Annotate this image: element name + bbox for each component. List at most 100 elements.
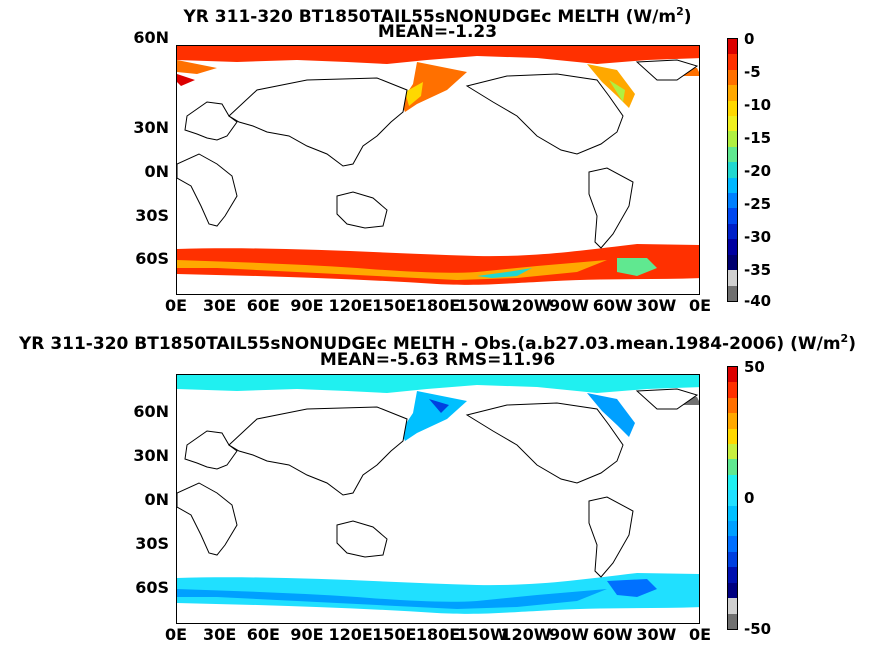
okhotsk-inner-field — [405, 82, 423, 106]
chart-1-lon-tick: 30W — [636, 296, 677, 315]
colorbar-swatch — [728, 459, 737, 475]
chart-1-cb-tick: -30 — [744, 228, 772, 246]
chart-1-cb-tick: 0 — [744, 30, 755, 48]
chart-1-lat-tick: 30N — [133, 118, 169, 137]
colorbar-swatch — [728, 521, 737, 537]
chart-1-lat-tick: 60N — [133, 28, 169, 47]
chart-1-lon-tick: 120W — [500, 296, 552, 315]
chart-2-lat-tick: 30N — [133, 446, 169, 465]
chart-1-cb-tick: -35 — [744, 261, 772, 279]
colorbar-swatch — [728, 131, 737, 147]
chart-1-colorbar — [727, 38, 738, 302]
norwegian-sea-field — [177, 60, 217, 74]
chart-2-lat-tick: 60N — [133, 402, 169, 421]
land-outlines — [177, 388, 699, 578]
chart-2-lon-tick: 120E — [328, 625, 373, 644]
colorbar-swatch — [728, 146, 737, 163]
chart-1-lon-tick: 150W — [456, 296, 508, 315]
chart-2-lon-tick: 90E — [290, 625, 324, 644]
chart-2-lat-tick: 30S — [135, 534, 169, 553]
chart-1-lon-tick: 120E — [328, 296, 373, 315]
chart-1-cb-tick: -10 — [744, 96, 772, 114]
colorbar-swatch — [728, 254, 737, 271]
colorbar-swatch — [728, 116, 737, 132]
chart-1-lon-tick: 60E — [246, 296, 280, 315]
colorbar-swatch — [728, 582, 737, 599]
chart-2-lon-tick: 60E — [246, 625, 280, 644]
colorbar-swatch — [728, 69, 737, 86]
chart-1-cb-tick: -15 — [744, 129, 772, 147]
chart-1-title: YR 311-320 BT1850TAIL55sNONUDGEc MELTH (… — [183, 5, 692, 27]
colorbar-swatch — [728, 428, 737, 445]
chart-2-lon-tick: 180E — [415, 625, 461, 644]
colorbar-swatch — [728, 474, 737, 491]
chart-1-lon-tick: 0E — [164, 296, 188, 315]
chart-2-cb-tick: 50 — [744, 358, 765, 376]
weddell-bias-field — [607, 579, 657, 597]
chart-1-cb-tick: -5 — [744, 63, 761, 81]
chart-1-lon-tick: 180E — [415, 296, 461, 315]
chart-2-lon-tick: 150E — [372, 625, 417, 644]
chart-1-cb-tick: -40 — [744, 292, 772, 310]
colorbar-swatch — [728, 223, 737, 240]
colorbar-swatch — [728, 382, 737, 398]
chart-1-subtitle: MEAN=-1.23 — [377, 22, 498, 42]
chart-2-lon-tick: 30W — [636, 625, 677, 644]
chart-2-lon-tick: 30E — [203, 625, 237, 644]
southern-ocean-field — [177, 244, 699, 285]
colorbar-swatch — [728, 270, 737, 286]
southern-bias-field — [177, 573, 699, 614]
colorbar-swatch — [728, 490, 737, 506]
southern-bias-inner-field — [177, 589, 607, 609]
colorbar-swatch — [728, 285, 737, 301]
chart-1-lon-tick: 30E — [203, 296, 237, 315]
chart-2-subtitle: MEAN=-5.63 RMS=11.96 — [319, 350, 556, 370]
okhotsk-bering-field — [401, 62, 467, 112]
colorbar-swatch — [728, 54, 737, 70]
colorbar-swatch — [728, 551, 737, 568]
hudson-inner-field — [609, 80, 625, 102]
arctic-field — [177, 46, 699, 64]
land-outlines — [177, 59, 699, 249]
chart-1-lat-tick: 30S — [135, 206, 169, 225]
chart-1-lat-tick: 0N — [144, 162, 169, 181]
chart-2-lon-tick: 0E — [688, 625, 712, 644]
colorbar-swatch — [728, 367, 737, 383]
colorbar-swatch — [728, 208, 737, 224]
north-atlantic-field — [177, 74, 195, 86]
colorbar-swatch — [728, 413, 737, 429]
okhotsk-bias-field — [401, 391, 467, 441]
colorbar-swatch — [728, 39, 737, 55]
chart-2-cb-tick: 0 — [744, 489, 755, 507]
chart-2-lon-tick: 60W — [592, 625, 633, 644]
chart-2-title: YR 311-320 BT1850TAIL55sNONUDGEc MELTH -… — [19, 332, 856, 354]
chart-1-lon-tick: 60W — [592, 296, 633, 315]
arctic-bias-field — [177, 375, 699, 393]
chart-1-lon-tick: 90E — [290, 296, 324, 315]
colorbar-swatch — [728, 505, 737, 522]
colorbar-swatch — [728, 239, 737, 255]
chart-1-lon-tick: 0E — [688, 296, 712, 315]
chart-1-cb-tick: -25 — [744, 195, 772, 213]
chart-2-cb-tick: -50 — [744, 620, 772, 638]
chart-2-lon-tick: 0E — [164, 625, 188, 644]
chart-1-lon-tick: 150E — [372, 296, 417, 315]
colorbar-swatch — [728, 598, 737, 614]
chart-1-lon-tick: 90W — [549, 296, 589, 315]
hudson-bias-field — [587, 393, 635, 437]
chart-2-lon-tick: 150W — [456, 625, 508, 644]
chart-2-lat-tick: 60S — [135, 578, 169, 597]
chart-1-cb-tick: -20 — [744, 162, 772, 180]
chart-1-map — [176, 45, 700, 295]
colorbar-swatch — [728, 536, 737, 552]
chart-2-lon-tick: 90W — [549, 625, 589, 644]
colorbar-swatch — [728, 85, 737, 101]
colorbar-swatch — [728, 444, 737, 460]
chart-2-lon-tick: 120W — [500, 625, 552, 644]
colorbar-swatch — [728, 567, 737, 583]
bering-bias-field — [429, 399, 449, 413]
colorbar-swatch — [728, 177, 737, 194]
chart-1-lat-tick: 60S — [135, 249, 169, 268]
ross-sea-field — [477, 268, 532, 278]
colorbar-swatch — [728, 162, 737, 178]
